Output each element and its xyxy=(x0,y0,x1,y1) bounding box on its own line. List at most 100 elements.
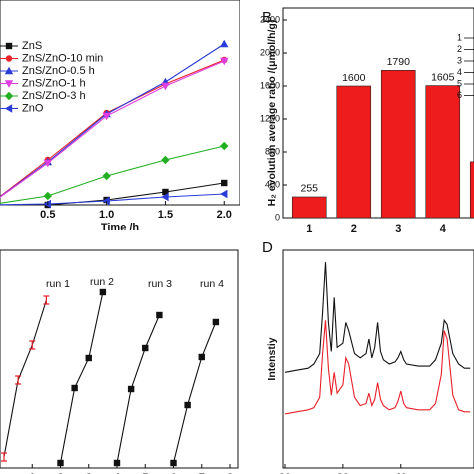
marker xyxy=(43,295,50,305)
x-tick-label: 0.5 xyxy=(40,209,55,221)
marker xyxy=(220,141,229,151)
legend-label: 4 xyxy=(457,67,462,77)
marker xyxy=(212,318,220,326)
x-tick-label: 2 xyxy=(351,223,357,235)
x-tick-label: 8 xyxy=(227,472,233,474)
marker xyxy=(43,191,53,201)
value-label: 255 xyxy=(300,183,318,195)
marker xyxy=(4,91,14,101)
value-label: 1600 xyxy=(342,72,366,84)
annotation: run 1 xyxy=(46,278,70,290)
marker xyxy=(161,82,170,91)
panel-letter: B xyxy=(262,9,272,26)
x-tick-label: 6 xyxy=(170,472,176,474)
plot-frame xyxy=(282,7,474,219)
marker xyxy=(102,171,111,181)
y-tick-label: 800 xyxy=(265,146,280,156)
annotation: run 2 xyxy=(90,276,114,288)
legend-label: ZnO xyxy=(22,102,44,114)
bar xyxy=(336,85,372,219)
marker xyxy=(4,104,13,113)
y-tick-label: 2000 xyxy=(260,47,280,57)
x-tick-label: 7 xyxy=(199,472,205,474)
marker xyxy=(220,57,229,66)
legend-label: ZnS xyxy=(22,40,42,52)
y-tick-label: 0 xyxy=(275,212,280,222)
marker xyxy=(162,188,169,196)
legend-label: ZnS/ZnO-0.5 h xyxy=(22,65,95,77)
marker xyxy=(113,459,121,467)
legend-label: 5 xyxy=(457,78,462,88)
plot-frame xyxy=(0,0,240,206)
marker xyxy=(4,80,14,88)
marker xyxy=(57,459,64,467)
x-tick-label: 3 xyxy=(395,223,401,235)
x-tick-label: 4 xyxy=(440,223,447,235)
marker xyxy=(161,155,170,165)
annotation: run 3 xyxy=(148,278,172,290)
x-tick-label: 4 xyxy=(114,472,121,474)
legend-label: 1 xyxy=(457,32,462,42)
marker xyxy=(221,179,228,187)
x-tick-label: 30 xyxy=(337,472,349,474)
series-line xyxy=(59,291,104,464)
series-line xyxy=(172,321,217,464)
marker xyxy=(99,288,107,296)
bar xyxy=(291,196,327,219)
legend-label: 3 xyxy=(457,55,462,65)
y-tick-label: 1200 xyxy=(260,113,280,123)
marker xyxy=(5,55,13,62)
legend-label: ZnS/ZnO-1 h xyxy=(22,77,86,89)
marker xyxy=(15,375,22,385)
marker xyxy=(29,340,36,350)
marker xyxy=(102,112,111,121)
series-line xyxy=(284,262,471,373)
bar xyxy=(469,161,474,219)
legend-label: ZnS/ZnO-3 h xyxy=(22,90,86,102)
legend-label: ZnS/ZnO-10 min xyxy=(22,52,103,64)
marker xyxy=(43,159,53,168)
legend-label: 2 xyxy=(457,44,462,54)
series-line xyxy=(0,182,225,206)
marker xyxy=(71,384,78,392)
y-tick-label: 400 xyxy=(265,179,280,189)
plot-frame xyxy=(282,249,474,469)
x-tick-label: 20 xyxy=(279,472,291,474)
x-tick-label: 1 xyxy=(29,472,35,474)
panel: 2030402θ/degreeDIntenstiy xyxy=(262,239,474,474)
marker xyxy=(156,311,163,319)
y-axis-label: H₂ evolution average ratio /(μmol/h/g) xyxy=(266,20,278,207)
marker xyxy=(184,401,191,409)
marker xyxy=(127,385,135,393)
x-tick-label: 3 xyxy=(86,472,92,474)
x-tick-label: 1 xyxy=(306,223,312,235)
marker xyxy=(85,354,92,362)
x-tick-label: 2.0 xyxy=(217,209,232,221)
x-tick-label: 40 xyxy=(395,472,407,474)
legend-label: 6 xyxy=(457,90,462,100)
y-tick-label: 1600 xyxy=(260,80,280,90)
plot-frame xyxy=(0,249,239,469)
series-line xyxy=(3,299,47,458)
y-axis-label: Intenstiy xyxy=(266,337,278,380)
x-tick-label: 1.0 xyxy=(99,209,114,221)
x-tick-label: 5 xyxy=(142,472,148,474)
marker xyxy=(220,189,228,199)
y-tick-label: 2400 xyxy=(260,14,280,24)
marker xyxy=(1,452,7,462)
panel: 0400800120016002000240025511600217903160… xyxy=(260,7,474,235)
x-axis-label: Time /h xyxy=(101,222,140,234)
marker xyxy=(198,353,205,361)
annotation: run 4 xyxy=(200,278,224,290)
marker xyxy=(142,344,149,352)
series-line xyxy=(116,314,160,464)
panel-letter: D xyxy=(262,239,273,256)
marker xyxy=(220,39,229,48)
series-line xyxy=(284,320,471,415)
x-tick-label: 1.5 xyxy=(158,209,173,221)
marker xyxy=(161,192,169,202)
value-label: 1605 xyxy=(431,71,455,83)
